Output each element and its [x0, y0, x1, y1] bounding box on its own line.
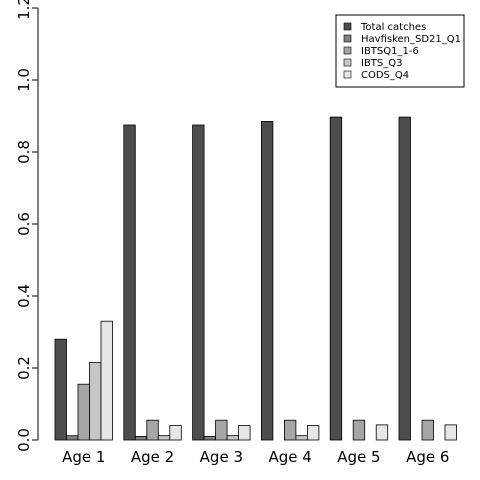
bar [192, 124, 205, 441]
y-tick-label: 1.0 [15, 68, 33, 92]
bar [260, 121, 274, 441]
legend-swatch [343, 46, 352, 55]
category-label: Age 3 [200, 448, 243, 466]
bar [123, 124, 136, 441]
legend-swatch [343, 58, 352, 67]
y-tick-label: 0.6 [15, 212, 33, 236]
bar [100, 320, 113, 441]
bar [226, 435, 240, 441]
bar [238, 425, 251, 441]
bar [398, 116, 411, 441]
y-tick-label: 0.2 [15, 356, 33, 380]
bar [169, 425, 182, 441]
category-label: Age 1 [62, 448, 105, 466]
bar [215, 419, 228, 441]
bar [66, 435, 79, 441]
bar [203, 435, 217, 441]
legend-label: IBTS_Q3 [361, 58, 403, 69]
bar [375, 424, 389, 441]
bar [89, 362, 102, 441]
legend: Total catchesHavfisken_SD21_Q1IBTSQ1_1-6… [335, 14, 465, 88]
bars [54, 116, 457, 441]
bar [329, 116, 343, 441]
legend-label: Havfisken_SD21_Q1 [361, 34, 461, 45]
bar [77, 383, 90, 441]
bar [421, 419, 434, 441]
legend-label: CODS_Q4 [361, 70, 409, 81]
legend-box [335, 14, 465, 88]
bar-group [123, 124, 182, 441]
bar-group [329, 116, 389, 441]
bar-group [260, 121, 320, 441]
category-label: Age 6 [406, 448, 449, 466]
bar [134, 435, 148, 441]
bar [146, 419, 159, 441]
bar [283, 419, 297, 441]
bar-group [398, 116, 457, 441]
bar [54, 338, 67, 441]
category-label: Age 2 [131, 448, 174, 466]
bar [306, 425, 320, 441]
legend-label: Total catches [360, 22, 426, 33]
bar [352, 419, 366, 441]
bar [295, 435, 308, 441]
legend-label: IBTSQ1_1-6 [361, 46, 419, 57]
category-label: Age 4 [268, 448, 311, 466]
bar [157, 435, 171, 441]
legend-swatch [343, 22, 352, 31]
bar-group [54, 320, 113, 441]
bar-group [192, 124, 251, 441]
legend-swatch [343, 70, 352, 79]
x-axis-labels: Age 1 Age 2 Age 3 Age 4 Age 5 Age 6 [62, 448, 449, 466]
y-tick-label: 0.8 [15, 140, 33, 164]
y-tick-label: 0.0 [15, 428, 33, 452]
bar [444, 424, 457, 441]
legend-swatch [343, 34, 352, 43]
y-tick-label: 1.2 [15, 0, 33, 20]
y-tick-label: 0.4 [15, 284, 33, 308]
category-label: Age 5 [337, 448, 380, 466]
y-axis: 0.0 0.2 0.4 0.6 0.8 1.0 1.2 [15, 0, 39, 452]
